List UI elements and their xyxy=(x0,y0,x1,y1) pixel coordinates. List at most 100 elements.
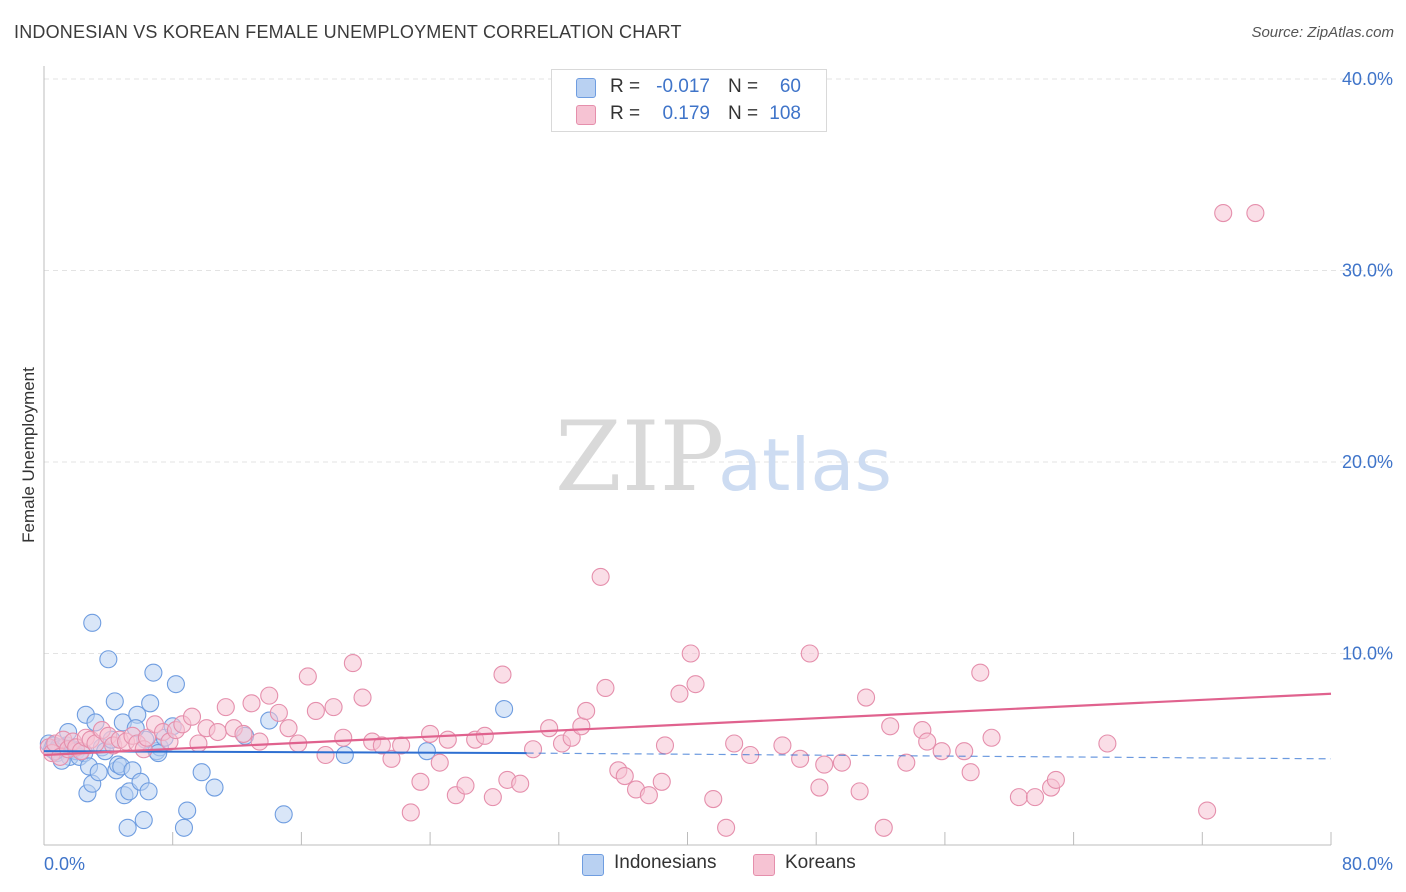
data-point-koreans xyxy=(681,644,700,663)
axes xyxy=(43,66,1332,846)
data-point-koreans xyxy=(982,728,1001,747)
data-point-koreans xyxy=(483,788,502,807)
data-point-koreans xyxy=(298,667,317,686)
legend-swatch-koreans xyxy=(753,854,775,876)
data-point-koreans xyxy=(639,786,658,805)
legend-swatch-koreans xyxy=(576,105,596,125)
x-tick-label: 80.0% xyxy=(1342,854,1393,874)
legend-swatch-indonesians xyxy=(582,854,604,876)
data-point-koreans xyxy=(334,728,353,747)
data-point-indonesians xyxy=(89,763,108,782)
watermark: ZIP atlas xyxy=(555,401,892,513)
x-tick-label: 0.0% xyxy=(44,854,85,874)
data-point-koreans xyxy=(615,767,634,786)
legend-swatch-indonesians xyxy=(576,78,596,98)
data-point-koreans xyxy=(1214,204,1233,223)
data-point-indonesians xyxy=(134,811,153,830)
legend-label-indonesians: Indonesians xyxy=(614,852,717,873)
data-point-koreans xyxy=(810,778,829,797)
data-point-koreans xyxy=(655,736,675,755)
data-point-indonesians xyxy=(144,663,163,682)
data-point-koreans xyxy=(411,772,430,791)
legend-r-label: R = xyxy=(610,103,641,124)
data-point-koreans xyxy=(343,654,362,673)
data-point-indonesians xyxy=(99,650,118,669)
data-point-koreans xyxy=(897,753,916,772)
data-point-koreans xyxy=(382,749,401,768)
data-point-koreans xyxy=(189,734,208,753)
watermark-zip: ZIP xyxy=(555,401,724,513)
legend-row-indonesians: R = -0.017 N = 60 xyxy=(552,74,826,100)
data-point-koreans xyxy=(577,701,596,721)
y-tick-labels: 10.0% 20.0% 30.0% 40.0% xyxy=(1342,69,1393,664)
data-point-koreans xyxy=(850,782,869,801)
data-point-indonesians xyxy=(83,613,102,632)
trend-lines xyxy=(43,692,1332,760)
data-point-koreans xyxy=(918,732,937,751)
data-point-indonesians xyxy=(335,745,354,765)
legend-r-label: R = xyxy=(610,76,641,97)
data-point-indonesians xyxy=(178,801,197,820)
data-point-koreans xyxy=(475,726,494,745)
data-point-indonesians xyxy=(205,778,224,797)
legend-r-value: -0.017 xyxy=(656,76,710,97)
data-point-koreans xyxy=(372,736,391,755)
data-point-koreans xyxy=(540,719,559,738)
data-point-koreans xyxy=(316,745,335,765)
legend-label-koreans: Koreans xyxy=(785,852,856,873)
data-point-koreans xyxy=(524,740,543,759)
data-point-koreans xyxy=(493,665,512,684)
data-point-indonesians xyxy=(192,763,211,782)
data-point-koreans xyxy=(401,803,420,822)
data-point-indonesians xyxy=(274,805,293,824)
data-point-koreans xyxy=(791,749,810,768)
data-point-koreans xyxy=(591,567,610,586)
data-point-koreans xyxy=(955,742,974,761)
data-point-indonesians xyxy=(166,675,185,694)
data-point-koreans xyxy=(881,717,900,736)
chart-title: INDONESIAN VS KOREAN FEMALE UNEMPLOYMENT… xyxy=(14,22,682,42)
data-point-koreans xyxy=(137,728,157,747)
data-point-koreans xyxy=(234,724,253,743)
data-point-koreans xyxy=(269,703,288,722)
legend-r-value: 0.179 xyxy=(662,103,710,124)
y-axis-title: Female Unemployment xyxy=(19,367,38,543)
legend-n-label: N = xyxy=(728,103,759,124)
data-point-koreans xyxy=(306,701,325,721)
data-point-koreans xyxy=(182,707,202,726)
data-point-indonesians xyxy=(495,699,514,719)
legend-n-value: 108 xyxy=(769,103,801,124)
data-point-koreans xyxy=(704,789,723,809)
data-point-indonesians xyxy=(141,694,160,713)
data-point-koreans xyxy=(250,732,269,751)
data-point-koreans xyxy=(208,722,227,742)
legend-n-label: N = xyxy=(728,76,759,97)
data-point-koreans xyxy=(932,742,951,761)
y-tick-label: 10.0% xyxy=(1342,644,1393,664)
data-point-indonesians xyxy=(118,818,137,837)
legend-row-koreans: R = 0.179 N = 108 xyxy=(552,101,826,127)
y-tick-label: 20.0% xyxy=(1342,452,1393,472)
y-tick-label: 40.0% xyxy=(1342,69,1393,89)
data-point-koreans xyxy=(324,698,343,717)
data-point-koreans xyxy=(1046,770,1065,789)
data-point-koreans xyxy=(815,755,834,774)
data-point-koreans xyxy=(717,818,736,837)
y-tick-label: 30.0% xyxy=(1342,261,1393,281)
legend-n-value: 60 xyxy=(779,76,801,97)
data-point-koreans xyxy=(572,717,591,736)
data-point-koreans xyxy=(260,686,279,705)
data-point-koreans xyxy=(438,730,457,749)
data-point-koreans xyxy=(874,818,893,837)
grid-lines xyxy=(44,78,1392,654)
data-point-koreans xyxy=(1025,788,1045,807)
data-point-koreans xyxy=(1009,788,1028,807)
data-point-koreans xyxy=(1098,734,1117,753)
source-label: Source: ZipAtlas.com xyxy=(1251,24,1394,41)
trend-line-koreans xyxy=(43,692,1332,757)
correlation-legend: R = -0.017 N = 60 R = 0.179 N = 108 xyxy=(551,69,827,132)
data-point-koreans xyxy=(961,763,980,782)
data-point-koreans xyxy=(725,734,744,753)
data-point-koreans xyxy=(216,698,235,717)
